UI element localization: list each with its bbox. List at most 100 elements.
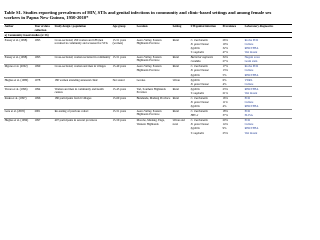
table-row: HSV-2 37% ELISA: [4, 114, 292, 119]
cell-infection: C. trachomatis: [190, 63, 222, 70]
cell-setting: Rural: [172, 37, 190, 56]
cell-infection: C. trachomatis: [190, 117, 222, 123]
cell-location: Asaro Valley, Eastern Highlands Province: [136, 37, 172, 56]
cell-diagnostics: Culture: [244, 68, 254, 73]
cell-prevalence: 6%: [222, 77, 244, 83]
cell-author: Passey et al. (1998): [4, 37, 34, 56]
table-row: N. gonorrhoeae 14% Culture: [4, 123, 292, 127]
cell-prevalence: 32%: [222, 46, 228, 51]
cell-year: 1994: [34, 86, 54, 96]
cell-diagnostics: Wet mount: [244, 90, 258, 95]
cell-setting: Rural: [172, 86, 190, 96]
table-row: Mgone et al. (2002) 1999 Cross-sectional; …: [4, 63, 292, 78]
cell-infection: N. gonorrhoeae: [190, 122, 209, 127]
cell-diagnostics: Nugent score: [244, 54, 292, 60]
table-row: Passey et al. (1998) 1995 Cross-sectional;…: [4, 37, 292, 56]
table-row: T. vaginalis 47% Wet mount: [4, 51, 292, 56]
cell-prevalence: 21%: [222, 90, 228, 95]
table-row: Hughes et al. (1980) 1978 180 women attend…: [4, 77, 292, 87]
cell-diagnostics: PCR: [244, 95, 292, 101]
table-row: Syphilis 4% RPR/TPHA: [4, 105, 292, 110]
cell-location: Asaro Valley, Eastern Highlands Province: [136, 54, 172, 65]
cell-design: 407 participants in several provinces: [54, 117, 112, 136]
cell-age: 15-51 years: [112, 108, 136, 119]
cell-design: 180 women attending antenatal clinic: [54, 77, 112, 87]
cell-location: Asaro Valley, Eastern Highlands Province: [136, 108, 172, 119]
table-row: N. gonorrhoeae 19% Culture: [4, 41, 292, 47]
column-header: Author: [4, 23, 34, 34]
cell-diagnostics: RPR/TPHA: [244, 126, 259, 131]
cell-diagnostics: Gram stain: [244, 59, 258, 64]
cell-prevalence: 9%: [222, 126, 227, 131]
cell-infection: C. trachomatis: [190, 37, 222, 43]
cell-author: Mgone et al. (2002): [4, 63, 34, 78]
cell-diagnostics: PCR: [244, 117, 292, 123]
table-row: N. gonorrhoeae 13% Culture: [4, 69, 292, 73]
cell-diagnostics: Culture: [244, 41, 254, 46]
cell-infection: Syphilis: [190, 46, 200, 51]
cell-year: 2001: [34, 108, 54, 119]
cell-diagnostics: Culture: [244, 122, 254, 127]
column-header: Location: [136, 23, 172, 34]
cell-author: Passey et al. (1998): [4, 54, 34, 65]
column-header: STI/genital infection: [190, 23, 222, 34]
column-header: Laboratory diagnostics: [244, 23, 292, 34]
cell-author: Tiwara et al. (1996): [4, 86, 34, 96]
cell-diagnostics: Wet mount: [244, 130, 258, 135]
cell-age: Not stated: [112, 77, 136, 87]
cell-prevalence: 27%: [222, 59, 228, 64]
cell-location: Bundende, Madang Province: [136, 95, 172, 110]
cell-location: Goroka: [136, 77, 172, 87]
cell-prevalence: 5%: [222, 72, 227, 77]
cell-year: 1995: [34, 54, 54, 65]
cell-diagnostics: VDRL: [244, 77, 292, 83]
cell-year: 1997: [34, 117, 54, 136]
cell-prevalence: 26%: [222, 37, 244, 43]
cell-prevalence: 23%: [222, 86, 244, 92]
table-row: Hughes et al. (1999) 1997 407 participants…: [4, 117, 292, 136]
cell-year: 1978: [34, 77, 54, 87]
cell-age: 15-60 years: [112, 95, 136, 110]
cell-prevalence: 47%: [222, 50, 228, 55]
cell-author: Hughes et al. (1999): [4, 117, 34, 136]
cell-year: 1996: [34, 95, 54, 110]
table-row: N. gonorrhoeae 4% Culture: [4, 82, 292, 87]
cell-setting: Rural: [172, 108, 190, 119]
cell-design: Cross-sectional; 299 women and 188 men r…: [54, 37, 112, 56]
cell-prevalence: 20%: [222, 117, 244, 123]
cell-design: Re-testing of previous cohort: [54, 108, 112, 119]
table-row: T. vaginalis 25% Wet mount: [4, 131, 292, 135]
cell-infection: T. vaginalis: [190, 50, 205, 55]
column-header: Age group: [112, 23, 136, 34]
cell-prevalence: 37%: [222, 113, 228, 118]
cell-infection: Candida: [190, 59, 201, 64]
cell-infection: Syphilis: [190, 104, 200, 109]
cell-prevalence: 16%: [222, 95, 244, 101]
cell-infection: Syphilis: [190, 86, 222, 92]
column-header: Setting: [172, 23, 190, 34]
cell-age: 15-45 years: [112, 86, 136, 96]
cell-age: 15-49 years: [112, 63, 136, 78]
cell-diagnostics: PCR: [244, 108, 292, 114]
cell-prevalence: 11%: [222, 99, 228, 104]
header-row: Author Year of data collection Study desig…: [4, 23, 292, 34]
table-row: Gare et al. (2005) 2001 Re-testing of prev…: [4, 108, 292, 119]
column-header: Study design / population: [54, 23, 112, 34]
cell-infection: C. trachomatis: [190, 95, 222, 101]
cell-diagnostics: RPR/TPHA: [244, 86, 292, 92]
cell-location: Tari, Southern Highlands Province: [136, 86, 172, 96]
cell-author: Gare et al. (2005): [4, 108, 34, 119]
cell-infection: Syphilis: [190, 77, 222, 83]
table-row: Syphilis 32% RPR/TPHA: [4, 46, 292, 51]
table-row: Passey et al. (1998) 1995 Cross-sectional;…: [4, 54, 292, 65]
cell-prevalence: 19%: [222, 41, 228, 46]
cell-design: Cross-sectional; women and men in villag…: [54, 63, 112, 78]
cell-author: Kiaku et al. (1997): [4, 95, 34, 110]
table-row: N. gonorrhoeae 11% Culture: [4, 99, 292, 105]
table-row: Syphilis 9% RPR/TPHA: [4, 127, 292, 131]
cell-prevalence: 4%: [222, 104, 227, 109]
cell-age: 15-50 years: [112, 117, 136, 136]
cell-year: 1999: [34, 63, 54, 78]
cell-location: Morobe, Madang, Enga, Western Highlands: [136, 117, 172, 136]
cell-infection: N. gonorrhoeae: [190, 68, 209, 73]
